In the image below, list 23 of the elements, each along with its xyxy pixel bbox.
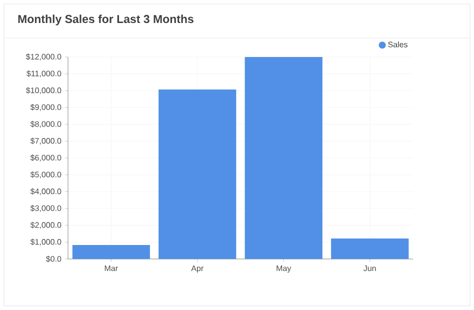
x-tick-label: Jun (364, 266, 376, 272)
y-tick-label: $0.0 (46, 256, 62, 262)
y-tick-label: $10,000.0 (26, 87, 62, 94)
y-tick-label: $12,000.0 (26, 54, 62, 60)
x-tick-label: Mar (104, 266, 118, 272)
bar (72, 245, 150, 259)
y-tick-label: $5,000.0 (30, 171, 62, 178)
bar (244, 56, 322, 259)
y-tick-label: $4,000.0 (30, 188, 62, 196)
y-tick-label: $2,000.0 (30, 222, 62, 229)
bar (158, 89, 236, 259)
x-tick-label: Apr (191, 266, 204, 273)
y-tick-label: $6,000.0 (30, 154, 62, 162)
y-tick-label: $7,000.0 (30, 138, 62, 145)
x-tick-label: May (276, 266, 292, 273)
y-tick-label: $3,000.0 (30, 205, 62, 212)
legend-label: Sales (388, 41, 408, 48)
y-tick-label: $11,000.0 (26, 70, 62, 78)
y-tick-label: $1,000.0 (30, 238, 62, 246)
bar (331, 238, 409, 259)
y-tick-label: $9,000.0 (30, 104, 62, 111)
y-tick-label: $8,000.0 (30, 120, 62, 128)
chart-title: Monthly Sales for Last 3 Months (18, 14, 194, 26)
